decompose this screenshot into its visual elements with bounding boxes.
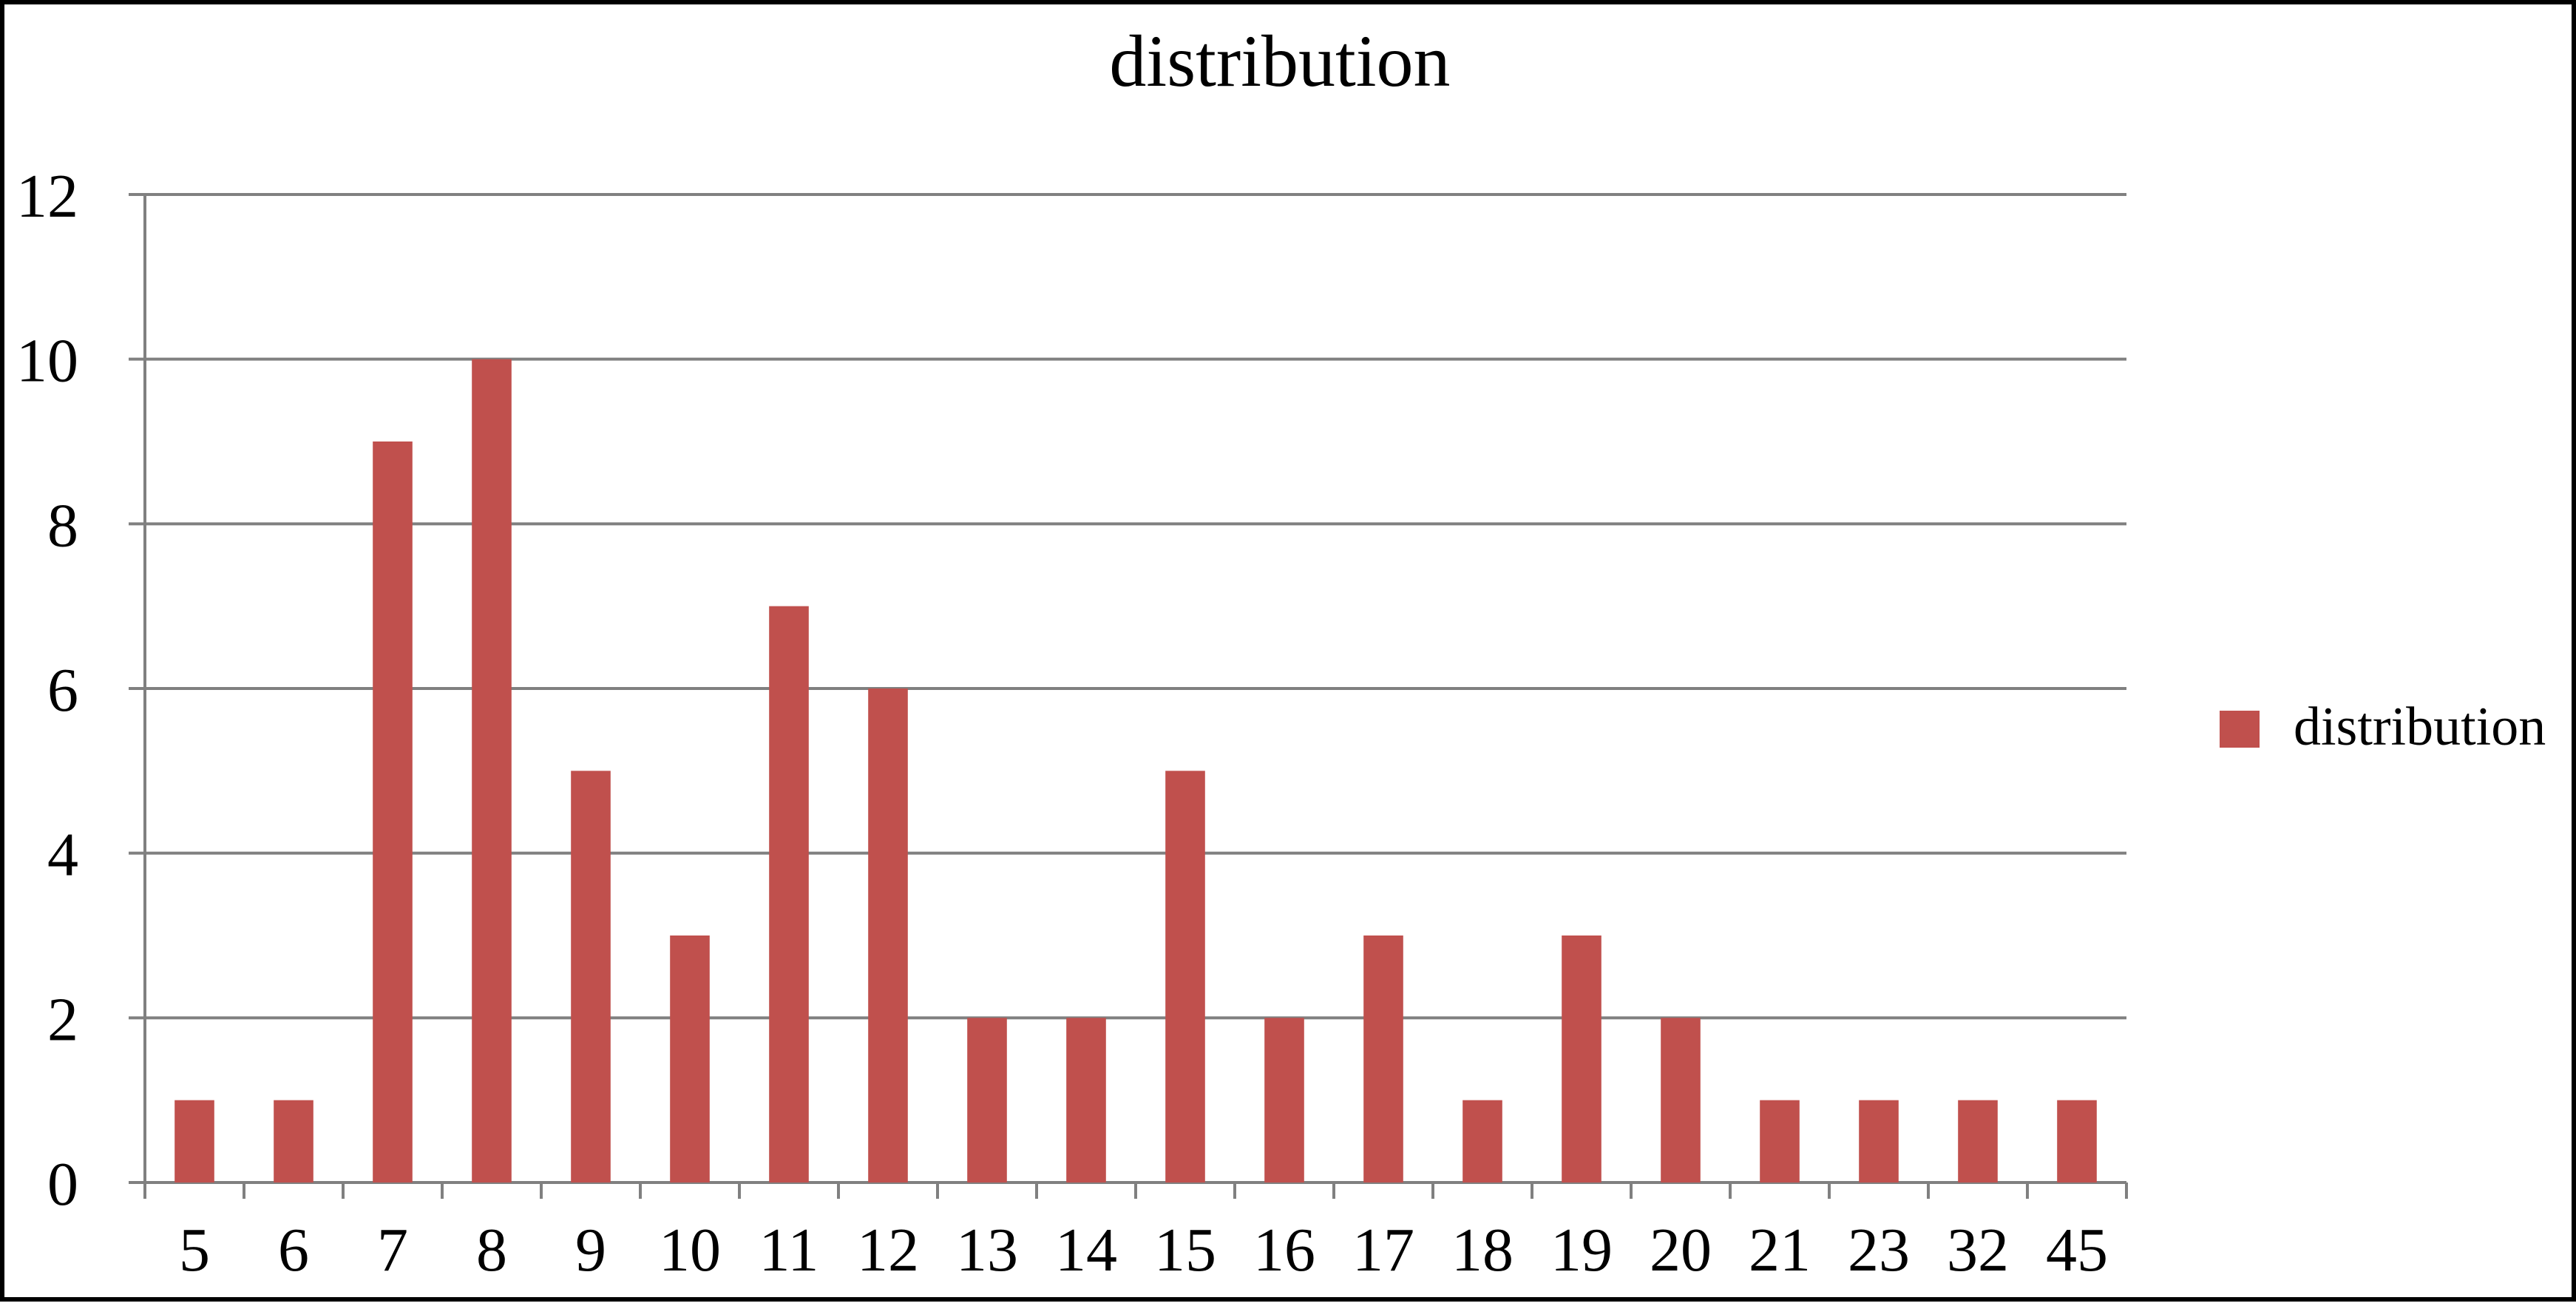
x-tick-label-23: 23 <box>1848 1216 1910 1285</box>
bar-8 <box>472 359 512 1183</box>
bar-21 <box>1760 1100 1800 1182</box>
bar-14 <box>1066 1018 1106 1182</box>
legend-swatch <box>2220 711 2260 748</box>
bar-20 <box>1661 1018 1701 1182</box>
x-tick-label-16: 16 <box>1253 1216 1315 1285</box>
x-tick-label-11: 11 <box>759 1216 819 1285</box>
bar-45 <box>2057 1100 2097 1182</box>
bar-5 <box>174 1100 214 1182</box>
y-tick-label-12: 12 <box>16 162 78 231</box>
y-tick-label-8: 8 <box>47 491 78 560</box>
x-tick-label-9: 9 <box>575 1216 606 1285</box>
bar-19 <box>1562 935 1601 1182</box>
x-tick-label-5: 5 <box>179 1216 210 1285</box>
bar-15 <box>1165 771 1205 1182</box>
bar-23 <box>1859 1100 1899 1182</box>
bar-18 <box>1462 1100 1502 1182</box>
y-tick-label-4: 4 <box>47 821 78 890</box>
y-tick-label-0: 0 <box>47 1150 78 1219</box>
y-tick-label-2: 2 <box>47 985 78 1054</box>
y-tick-label-10: 10 <box>16 327 78 396</box>
x-tick-label-14: 14 <box>1055 1216 1117 1285</box>
chart-title: distribution <box>1109 20 1450 102</box>
x-tick-label-18: 18 <box>1451 1216 1514 1285</box>
gridlines <box>145 193 2126 1020</box>
bar-6 <box>274 1100 313 1182</box>
x-tick-label-17: 17 <box>1352 1216 1414 1285</box>
bar-9 <box>571 771 611 1182</box>
x-tick-label-6: 6 <box>278 1216 309 1285</box>
bar-7 <box>373 441 413 1182</box>
bars <box>174 359 2097 1183</box>
x-tick-label-21: 21 <box>1749 1216 1811 1285</box>
x-tick-label-45: 45 <box>2046 1216 2108 1285</box>
legend: distribution <box>2220 697 2546 757</box>
x-tick-labels: 5 6 7 8 9 10 11 12 13 14 15 16 17 18 19 20 21 23 32 45 <box>179 1216 2108 1285</box>
x-tick-label-32: 32 <box>1947 1216 2009 1285</box>
y-tick-label-6: 6 <box>47 656 78 725</box>
x-tick-label-7: 7 <box>377 1216 408 1285</box>
x-tick-label-15: 15 <box>1154 1216 1216 1285</box>
bar-12 <box>868 688 908 1182</box>
legend-label: distribution <box>2294 697 2546 757</box>
x-tick-label-12: 12 <box>857 1216 919 1285</box>
x-tick-label-10: 10 <box>659 1216 721 1285</box>
bar-16 <box>1264 1018 1304 1182</box>
bar-10 <box>670 935 710 1182</box>
bar-17 <box>1363 935 1403 1182</box>
bar-32 <box>1958 1100 1998 1182</box>
axes <box>129 193 2128 1199</box>
y-tick-labels: 0 2 4 6 8 10 12 <box>16 162 78 1219</box>
x-tick-label-8: 8 <box>476 1216 507 1285</box>
x-tick-label-19: 19 <box>1550 1216 1613 1285</box>
x-tick-label-20: 20 <box>1650 1216 1712 1285</box>
bar-13 <box>967 1018 1007 1182</box>
bar-11 <box>769 606 809 1182</box>
x-tick-label-13: 13 <box>956 1216 1018 1285</box>
